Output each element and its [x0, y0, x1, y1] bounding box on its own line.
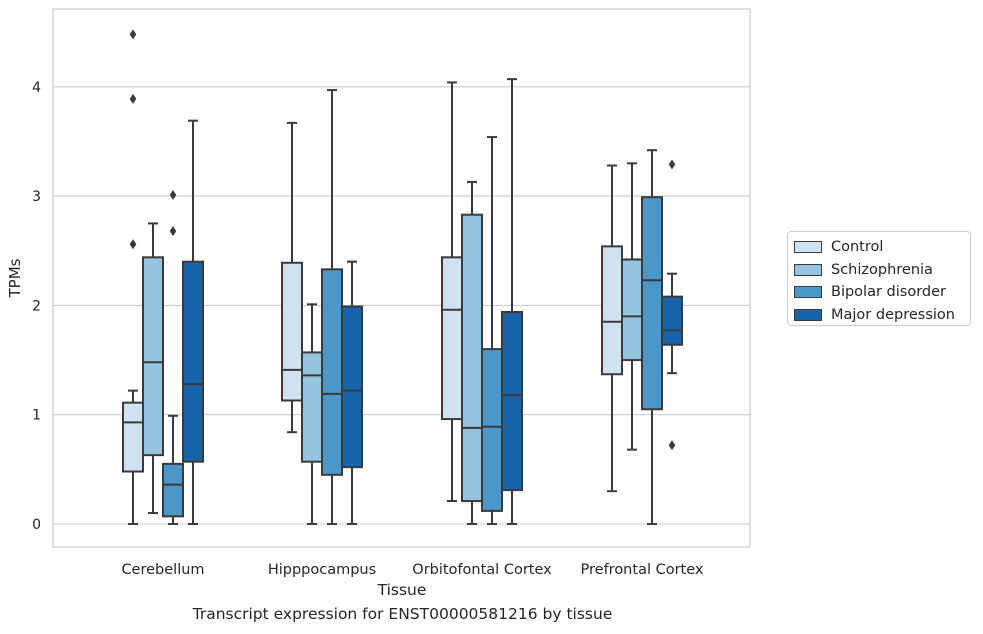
box-1-0 [281, 121, 303, 434]
legend-label: Major depression [831, 306, 955, 323]
outlier-point [129, 239, 137, 250]
box-body [182, 260, 204, 463]
box-0-1 [142, 222, 164, 515]
outlier-point [169, 226, 177, 237]
legend-item: Control [794, 236, 964, 259]
outlier-point [129, 29, 137, 40]
x-axis-label: Tissue [377, 581, 427, 599]
legend-item: Schizophrenia [794, 259, 964, 282]
box-2-1 [461, 180, 483, 525]
x-tick-label: Hipppocampus [268, 562, 376, 578]
y-tick-label: 3 [32, 189, 41, 205]
y-tick-label: 0 [32, 517, 41, 533]
legend-label: Schizophrenia [831, 261, 933, 278]
box-body [481, 348, 503, 512]
x-tick-label: Prefrontal Cortex [581, 562, 704, 578]
x-axis-ticks: Cerebellum Hipppocampus Orbitofontal Corte… [121, 562, 703, 578]
box-0-0 [122, 29, 144, 525]
box-2-3 [501, 78, 523, 525]
box-1-3 [341, 260, 363, 525]
box-body [142, 256, 164, 457]
box-body [341, 305, 363, 469]
box-0-2 [162, 190, 184, 525]
box-3-0 [601, 164, 623, 493]
legend-swatch [794, 241, 822, 254]
legend: Control Schizophrenia Bipolar disorder Majo… [787, 231, 971, 326]
y-tick-label: 1 [32, 408, 41, 424]
legend-swatch [794, 286, 822, 299]
box-body [601, 245, 623, 376]
y-axis-ticks: 0 1 2 3 4 [32, 80, 41, 533]
y-tick-label: 4 [32, 80, 41, 96]
box-body [281, 261, 303, 402]
legend-label: Control [831, 239, 884, 256]
legend-label: Bipolar disorder [831, 284, 946, 301]
box-series [122, 29, 683, 525]
outlier-point [129, 93, 137, 104]
box-3-3 [661, 159, 683, 451]
y-tick-label: 2 [32, 298, 41, 314]
box-body [621, 258, 643, 362]
box-body [301, 351, 323, 463]
box-body [162, 462, 184, 518]
legend-swatch [794, 308, 822, 321]
y-axis-label: TPMs [6, 258, 24, 298]
box-body [122, 401, 144, 473]
x-tick-label: Cerebellum [121, 562, 204, 578]
box-body [501, 310, 523, 492]
outlier-point [668, 440, 676, 451]
chart-caption: Transcript expression for ENST0000058121… [192, 605, 613, 623]
legend-swatch [794, 263, 822, 276]
legend-item: Bipolar disorder [794, 281, 964, 304]
box-0-3 [182, 119, 204, 525]
outlier-point [169, 190, 177, 201]
box-body [641, 196, 663, 411]
x-tick-label: Orbitofontal Cortex [412, 562, 552, 578]
outlier-point [668, 159, 676, 170]
box-body [661, 295, 683, 346]
box-body [461, 213, 483, 503]
box-body [321, 268, 343, 476]
box-body [441, 256, 463, 421]
legend-item: Major depression [794, 304, 964, 327]
